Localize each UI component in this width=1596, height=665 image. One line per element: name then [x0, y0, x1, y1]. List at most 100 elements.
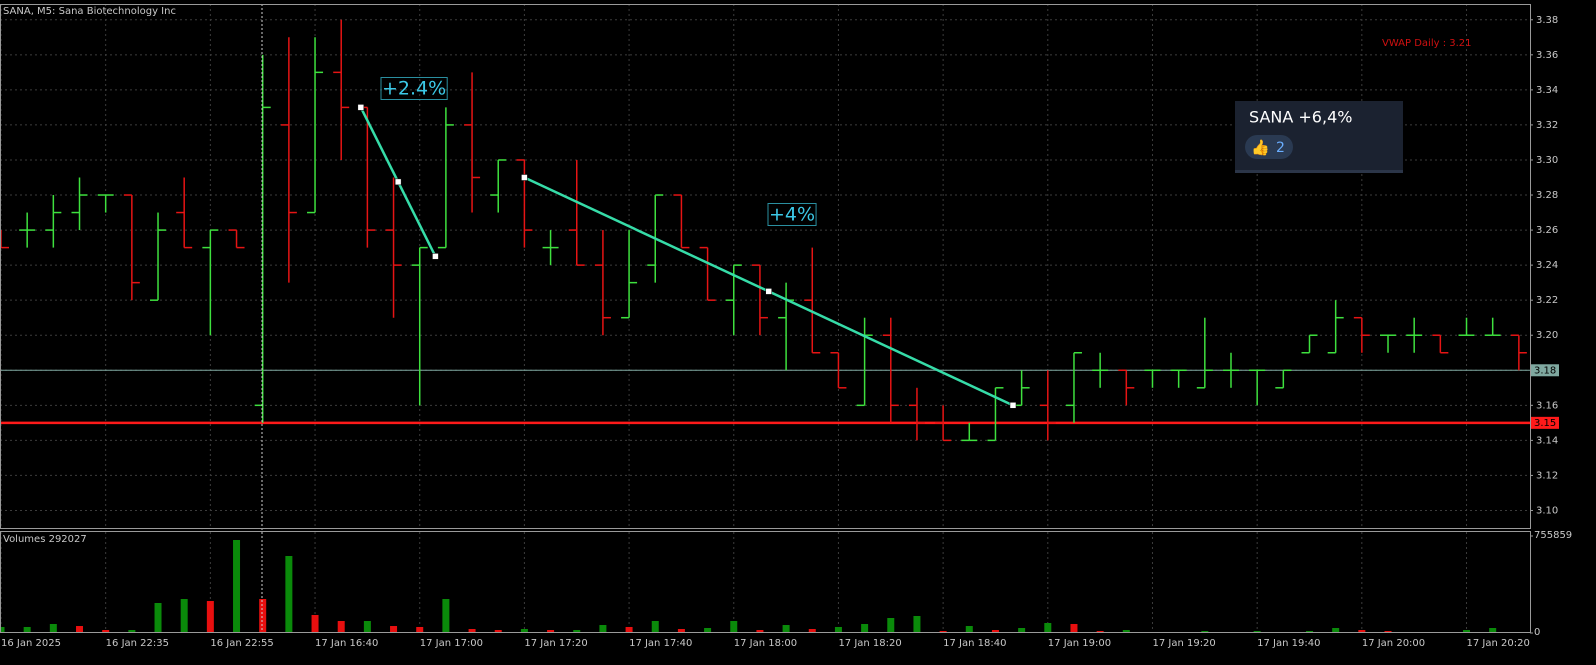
volume-bar: [259, 599, 267, 633]
volume-bar: [808, 628, 816, 633]
volume-bar: [1358, 629, 1366, 633]
volume-bar: [730, 621, 738, 633]
reaction-emoji: 👍: [1251, 139, 1270, 157]
x-tick-label: 17 Jan 20:20: [1467, 638, 1530, 649]
volume-bar: [23, 626, 31, 633]
volume-bar: [1306, 630, 1313, 633]
volume-frame: [0, 531, 1531, 633]
y-tick-label: 3.34: [1536, 85, 1558, 96]
volume-bar: [1044, 623, 1052, 633]
y-tick-label: 3.10: [1536, 505, 1558, 516]
y-tick-label: 3.20: [1536, 330, 1558, 341]
volume-bar: [233, 539, 241, 633]
volume-tick-label: 755859: [1534, 530, 1572, 541]
volume-bar: [285, 556, 293, 633]
volume-bar: [1201, 630, 1209, 633]
indicator-label: VWAP Daily : 3.21: [1382, 38, 1472, 49]
marks: [0, 19, 1530, 633]
volume-bar: [1070, 624, 1078, 633]
price-line-tag: [1531, 364, 1559, 377]
volume-bar: [1489, 627, 1497, 633]
volume-bar: [1018, 627, 1026, 633]
y-tick-label: 3.22: [1536, 295, 1558, 306]
volume-bar: [834, 626, 842, 633]
trendline-handle: [1009, 402, 1017, 409]
volume-bar: [599, 625, 607, 633]
x-tick-label: 17 Jan 16:40: [315, 638, 378, 649]
trendline-handle: [765, 288, 772, 295]
volume-bar: [1096, 630, 1104, 633]
volume-bar: [520, 628, 528, 633]
trendline-handle: [357, 104, 365, 111]
x-tick-label: 17 Jan 17:00: [420, 638, 483, 649]
trendline-label: +4%: [769, 204, 815, 226]
volume-bar: [442, 599, 450, 633]
volume-bar: [965, 626, 973, 633]
volume-bar: [311, 614, 319, 633]
y-tick-label: 3.26: [1536, 225, 1558, 236]
price-line-label: 3.18: [1534, 365, 1556, 376]
volume-bar: [573, 629, 581, 633]
x-tick-label: 17 Jan 17:40: [629, 638, 692, 649]
volume-bar: [180, 599, 188, 633]
reaction-pill[interactable]: [1245, 135, 1293, 159]
x-tick-label: 17 Jan 18:00: [734, 638, 797, 649]
volume-bar: [677, 628, 685, 633]
volume-bar: [468, 628, 476, 633]
trendline-label: +2.4%: [382, 78, 446, 100]
volume-bar: [416, 626, 424, 633]
y-tick-label: 3.38: [1536, 15, 1558, 26]
y-tick-label: 3.32: [1536, 120, 1558, 131]
volume-bar: [154, 602, 162, 633]
volume-bar: [704, 627, 712, 633]
y-tick-label: 3.14: [1536, 435, 1558, 446]
x-tick-label: 17 Jan 19:40: [1257, 638, 1320, 649]
volume-bar: [390, 626, 398, 633]
x-tick-label: 17 Jan 20:00: [1362, 638, 1425, 649]
price-line-tag: [1531, 416, 1559, 429]
volume-bar: [782, 625, 790, 633]
y-tick-label: 3.28: [1536, 190, 1558, 201]
volume-bar: [1463, 629, 1471, 633]
x-tick-label: 17 Jan 18:40: [943, 638, 1006, 649]
volume-bar: [0, 626, 5, 633]
y-tick-label: 3.24: [1536, 260, 1558, 271]
volume-bar: [1253, 630, 1261, 633]
price-line-label: 3.15: [1534, 418, 1556, 429]
volume-bar: [861, 624, 869, 633]
volume-bar: [337, 621, 345, 633]
volume-bar: [756, 629, 764, 633]
volume-bar: [128, 629, 136, 633]
y-tick-label: 3.12: [1536, 470, 1558, 481]
volume-bar: [625, 626, 633, 633]
y-tick-label: 3.30: [1536, 155, 1558, 166]
volume-bar: [913, 615, 921, 633]
x-tick-label: 17 Jan 19:00: [1048, 638, 1111, 649]
volume-bar: [939, 630, 947, 633]
volume-bar: [76, 626, 84, 633]
popup: SANA +6,4% 👍 2: [1235, 101, 1403, 173]
x-tick-label: 17 Jan 18:20: [838, 638, 901, 649]
trendline-handle: [394, 178, 402, 186]
volume-bar: [1332, 627, 1340, 633]
trendline-handle: [432, 253, 439, 260]
volume-bar: [651, 621, 659, 633]
reaction-count: 2: [1276, 140, 1285, 156]
volume-bar: [102, 629, 110, 633]
x-tick-label: 16 Jan 2025: [1, 638, 61, 649]
volume-bar: [206, 601, 214, 633]
volume-bar: [991, 629, 999, 633]
volume-title: Volumes 292027: [3, 534, 87, 545]
x-tick-label: 17 Jan 19:20: [1152, 638, 1215, 649]
price-frame: [0, 4, 1531, 529]
x-tick-label: 17 Jan 17:20: [524, 638, 587, 649]
volume-bar: [1384, 630, 1392, 633]
popup-edge: [1235, 170, 1403, 173]
popup-title: SANA +6,4%: [1249, 108, 1352, 127]
volume-tick-label: 0: [1534, 627, 1540, 638]
volume-bar: [494, 629, 502, 633]
chart-title: SANA, M5: Sana Biotechnology Inc: [3, 6, 176, 17]
volume-bar: [1122, 629, 1130, 633]
x-tick-label: 16 Jan 22:35: [106, 638, 169, 649]
